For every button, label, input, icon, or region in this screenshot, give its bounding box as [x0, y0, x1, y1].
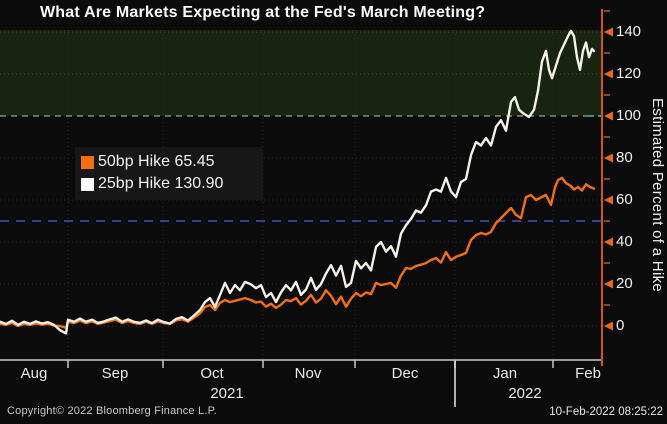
month-label-sep: Sep: [101, 365, 129, 382]
chart-title: What Are Markets Expecting at the Fed's …: [40, 4, 486, 21]
month-label-aug: Aug: [20, 365, 48, 382]
y-tick-label: 80: [616, 149, 633, 166]
series-line-50bp: [0, 176, 596, 329]
month-label-jan: Jan: [492, 365, 518, 382]
legend-label-25bp: 25bp Hike 130.90: [98, 175, 224, 192]
green-band: [0, 29, 602, 116]
y-tick-label: 0: [616, 317, 625, 334]
year-label-2021: 2021: [210, 385, 244, 402]
series-line-25bp: [0, 29, 596, 335]
y-axis-major-tick: [604, 69, 613, 79]
legend-swatch-50bp: [81, 155, 94, 169]
y-axis-major-tick: [604, 279, 613, 289]
y-axis-major-tick: [604, 195, 613, 205]
y-axis-major-tick: [604, 111, 613, 121]
y-tick-label: 20: [616, 275, 633, 292]
y-axis-major-tick: [604, 237, 613, 247]
y-tick-label: 60: [616, 191, 633, 208]
y-tick-label: 40: [616, 233, 633, 250]
legend-label-50bp: 50bp Hike 65.45: [98, 153, 215, 170]
copyright-text: Copyright© 2022 Bloomberg Finance L.P.: [7, 405, 217, 417]
month-label-nov: Nov: [294, 365, 322, 382]
month-label-oct: Oct: [200, 365, 224, 382]
year-label-2022: 2022: [508, 385, 542, 402]
y-tick-label: 140: [616, 23, 642, 40]
y-axis-major-tick: [604, 27, 613, 37]
legend: 50bp Hike 65.45 25bp Hike 130.90: [75, 147, 263, 200]
legend-item-50bp: 50bp Hike 65.45: [81, 151, 255, 173]
y-axis-major-tick: [604, 321, 613, 331]
y-tick-label: 100: [616, 107, 642, 124]
legend-item-25bp: 25bp Hike 130.90: [81, 173, 255, 195]
legend-swatch-25bp: [81, 177, 94, 191]
y-axis-major-tick: [604, 153, 613, 163]
month-label-feb: Feb: [575, 365, 601, 382]
y-tick-label: 120: [616, 65, 642, 82]
month-label-dec: Dec: [391, 365, 419, 382]
timestamp-text: 10-Feb-2022 08:25:22: [549, 406, 663, 418]
y-axis-title: Estimated Percent of a Hike: [649, 97, 666, 293]
